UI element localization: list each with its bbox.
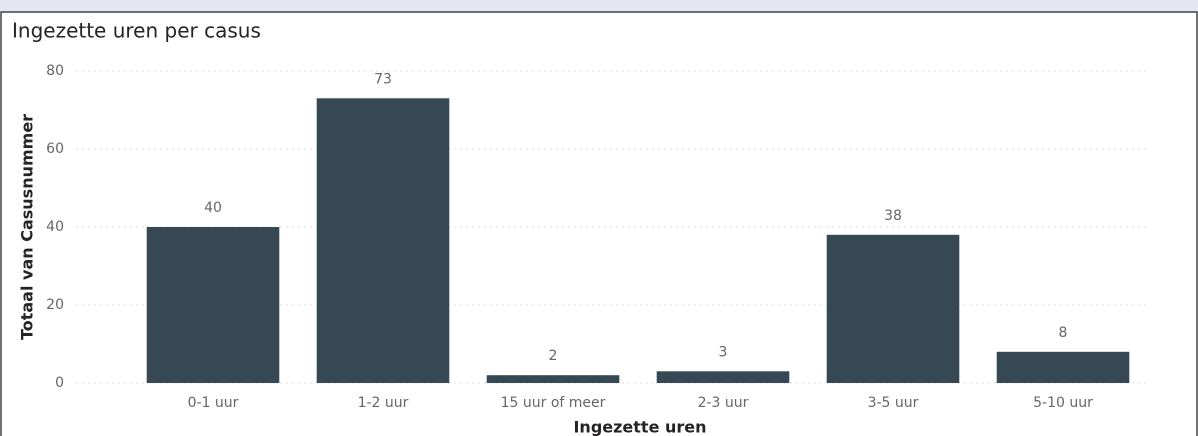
y-tick-label: 80 xyxy=(46,63,64,79)
data-label: 8 xyxy=(1059,325,1068,341)
data-label: 38 xyxy=(884,208,902,224)
x-tick-label: 3-5 uur xyxy=(868,395,919,411)
data-label: 2 xyxy=(549,348,558,364)
y-tick-label: 20 xyxy=(46,297,64,313)
data-label: 73 xyxy=(374,71,392,87)
x-tick-label: 2-3 uur xyxy=(698,395,749,411)
bar xyxy=(146,227,280,383)
data-label: 40 xyxy=(204,200,222,216)
top-strip xyxy=(0,0,1198,12)
bar xyxy=(996,351,1130,383)
bar xyxy=(316,98,450,384)
x-tick-label: 0-1 uur xyxy=(188,395,239,411)
y-axis-title: Totaal van Casusnummer xyxy=(18,114,37,340)
bar xyxy=(656,371,790,383)
y-tick-label: 40 xyxy=(46,219,64,235)
bar xyxy=(826,234,960,383)
x-tick-label: 15 uur of meer xyxy=(501,395,606,411)
y-tick-label: 0 xyxy=(55,375,64,391)
data-label: 3 xyxy=(719,344,728,360)
chart-title: Ingezette uren per casus xyxy=(12,19,261,43)
x-tick-label: 1-2 uur xyxy=(358,395,409,411)
x-axis-title: Ingezette uren xyxy=(573,418,706,436)
bar xyxy=(486,375,620,383)
y-tick-label: 60 xyxy=(46,141,64,157)
x-tick-label: 5-10 uur xyxy=(1033,395,1093,411)
